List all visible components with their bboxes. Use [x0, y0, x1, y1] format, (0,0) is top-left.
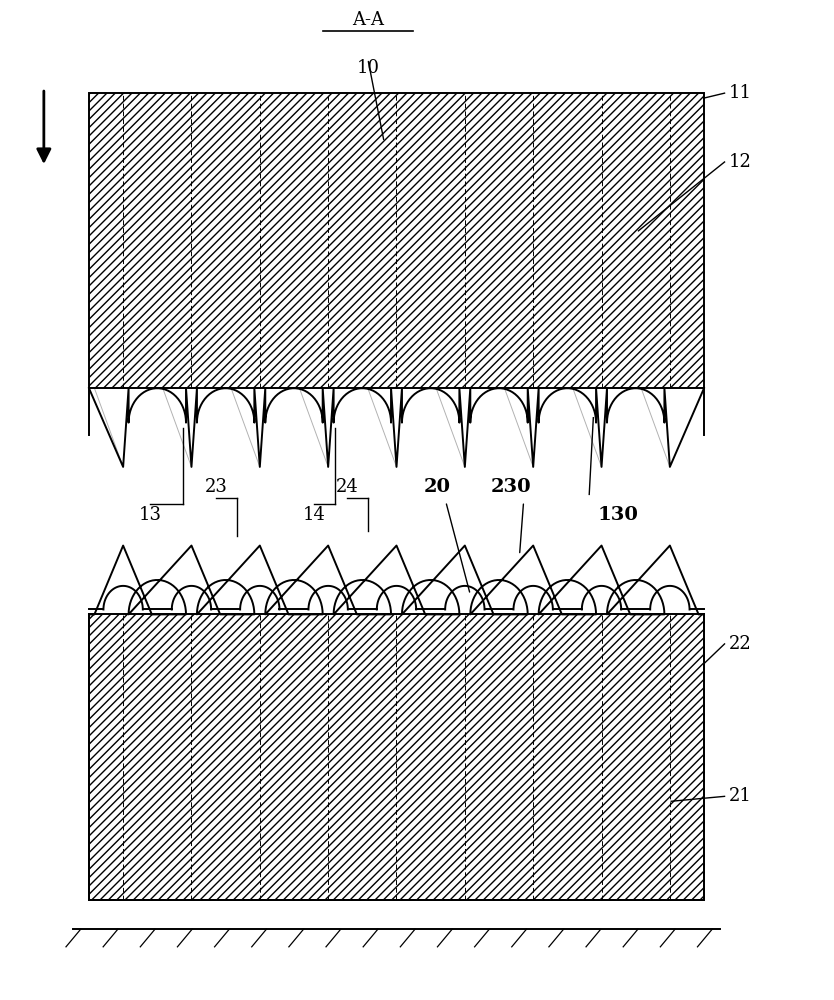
Text: 24: 24: [336, 478, 359, 496]
Text: A-A: A-A: [352, 11, 384, 29]
Text: 23: 23: [204, 478, 228, 496]
Text: 13: 13: [139, 506, 162, 524]
Text: 10: 10: [356, 59, 379, 77]
Text: 230: 230: [491, 478, 531, 496]
Bar: [89, 93, 704, 388]
Text: 21: 21: [729, 787, 751, 805]
Text: 130: 130: [597, 506, 638, 524]
Text: 12: 12: [729, 153, 751, 171]
Text: 22: 22: [729, 635, 751, 653]
Text: 20: 20: [424, 478, 451, 496]
Text: 11: 11: [729, 84, 751, 102]
Text: 14: 14: [303, 506, 326, 524]
Bar: [89, 614, 704, 900]
